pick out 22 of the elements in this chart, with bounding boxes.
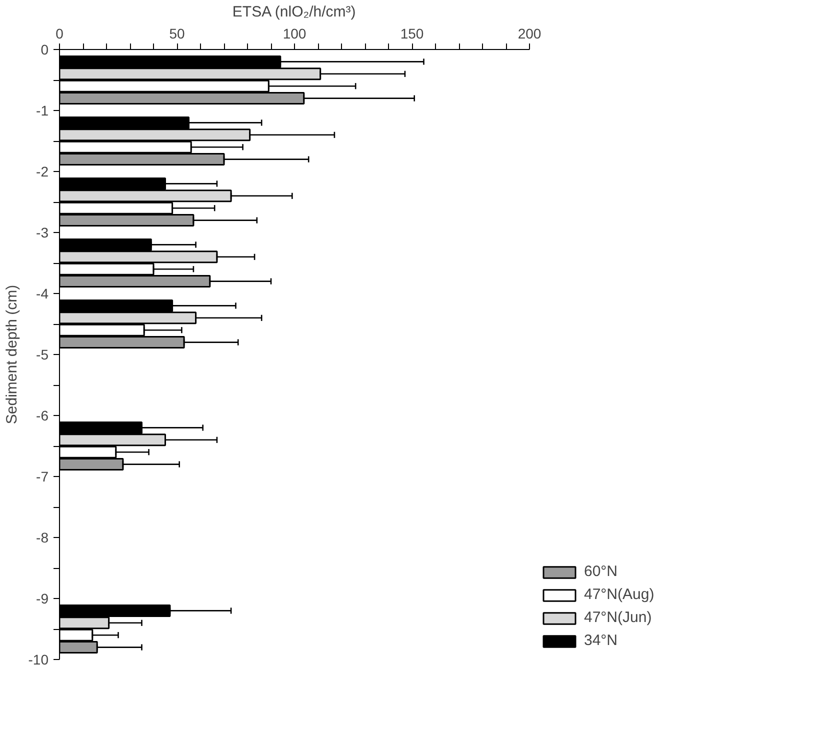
x-tick-label: 100 [282,26,306,42]
legend-label: 47°N(Aug) [584,586,654,603]
y-tick-label: -8 [36,530,49,546]
y-axis-title: Sediment depth (cm) [3,284,20,424]
y-tick-label: -6 [36,408,49,424]
x-axis-title: ETSA (nlO₂/h/cm³) [232,4,356,20]
x-tick-label: 0 [56,26,64,42]
legend-label: 47°N(Jun) [584,609,652,626]
x-tick-label: 150 [400,26,424,42]
y-tick-label: -7 [36,468,49,484]
y-tick-label: -2 [36,164,49,180]
legend-label: 60°N [584,563,618,580]
y-tick-label: -1 [36,102,49,118]
y-tick-label: -5 [36,346,49,362]
y-tick-label: -9 [36,590,49,606]
y-tick-label: -4 [36,286,49,302]
y-tick-label: 0 [40,42,49,58]
x-tick-label: 50 [169,26,185,42]
y-tick-label: -10 [28,652,49,668]
legend-label: 34°N [584,632,618,649]
x-tick-label: 200 [518,26,542,42]
y-tick-label: -3 [36,224,49,240]
